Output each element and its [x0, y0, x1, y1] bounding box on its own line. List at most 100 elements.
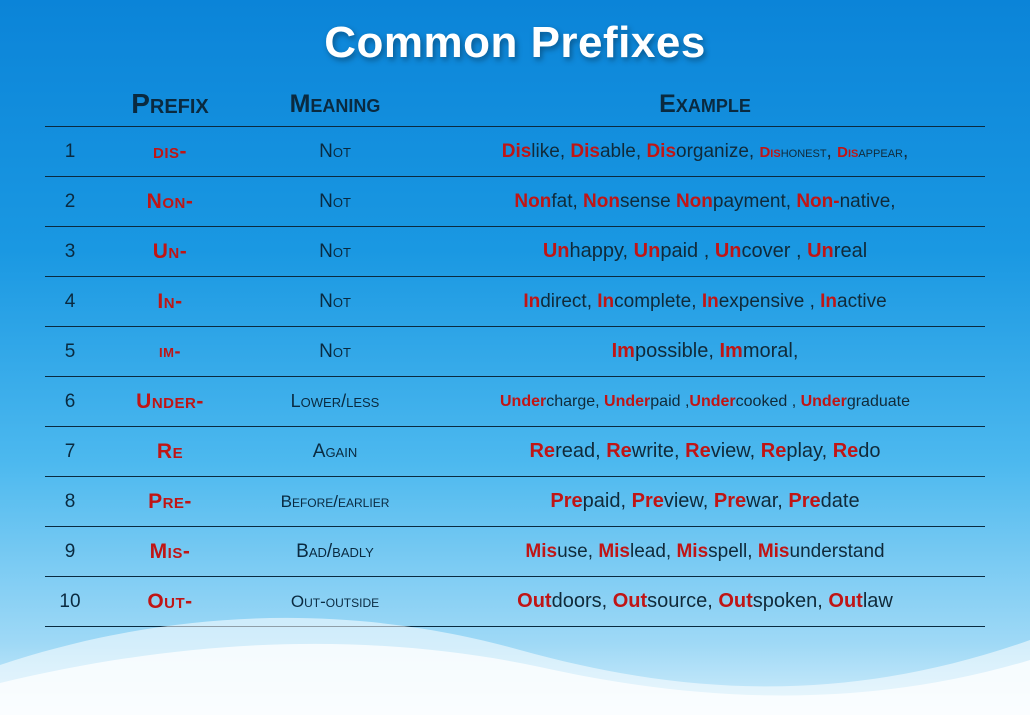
meaning-cell: Bad/badly	[245, 527, 425, 577]
example-root: real	[834, 240, 867, 262]
example-prefix: Out	[718, 590, 752, 612]
table-row: 9Mis-Bad/badlyMisuse, Mislead, Misspell,…	[45, 527, 985, 577]
row-number: 1	[45, 127, 95, 177]
example-prefix: Un	[543, 240, 570, 262]
example-root: understand	[790, 541, 885, 562]
example-prefix: Im	[719, 340, 742, 362]
example-prefix: Under	[689, 393, 735, 410]
example-cell: Dislike, Disable, Disorganize, Dishonest…	[425, 127, 985, 177]
example-root: war	[746, 490, 777, 512]
example-prefix: Out	[613, 590, 647, 612]
example-root: lead	[630, 541, 666, 562]
col-header-meaning: Meaning	[245, 82, 425, 127]
example-root: sense	[620, 191, 671, 212]
meaning-cell: Not	[245, 127, 425, 177]
example-cell: Outdoors, Outsource, Outspoken, Outlaw	[425, 577, 985, 627]
row-number: 2	[45, 177, 95, 227]
example-cell: Reread, Rewrite, Review, Replay, Redo	[425, 427, 985, 477]
example-prefix: Re	[529, 440, 555, 462]
example-root: direct	[540, 291, 586, 312]
row-number: 6	[45, 377, 95, 427]
example-prefix: Mis	[598, 541, 630, 562]
example-prefix: Im	[612, 340, 635, 362]
example-root: spell	[708, 541, 747, 562]
example-root: fat	[551, 191, 572, 212]
prefix-cell: Mis-	[95, 527, 245, 577]
example-prefix: Out	[828, 590, 862, 612]
row-number: 4	[45, 277, 95, 327]
table-row: 10Out-Out-outsideOutdoors, Outsource, Ou…	[45, 577, 985, 627]
example-prefix: Un	[807, 240, 834, 262]
example-root: write	[632, 440, 674, 462]
example-prefix: Dis	[759, 144, 780, 161]
example-root: do	[858, 440, 880, 462]
example-prefix: Re	[761, 440, 787, 462]
example-cell: Nonfat, Nonsense Nonpayment, Non-native,	[425, 177, 985, 227]
prefix-cell: Re	[95, 427, 245, 477]
example-prefix: Out	[517, 590, 551, 612]
example-prefix: Mis	[676, 541, 708, 562]
meaning-cell: Not	[245, 227, 425, 277]
example-root: play	[786, 440, 821, 462]
prefix-cell: In-	[95, 277, 245, 327]
table-row: 6Under-Lower/lessUndercharge, Underpaid …	[45, 377, 985, 427]
prefix-cell: im-	[95, 327, 245, 377]
row-number: 3	[45, 227, 95, 277]
example-cell: Prepaid, Preview, Prewar, Predate	[425, 477, 985, 527]
example-root: use	[557, 541, 588, 562]
example-prefix: Un	[715, 240, 742, 262]
example-prefix: Under	[604, 393, 650, 410]
row-number: 10	[45, 577, 95, 627]
example-root: organize	[676, 141, 749, 162]
prefix-cell: Non-	[95, 177, 245, 227]
example-prefix: Pre	[550, 490, 582, 512]
row-number: 5	[45, 327, 95, 377]
example-root: charge	[546, 393, 595, 410]
meaning-cell: Before/earlier	[245, 477, 425, 527]
example-cell: Unhappy, Unpaid , Uncover , Unreal	[425, 227, 985, 277]
col-header-number	[45, 82, 95, 127]
table-row: 2Non-NotNonfat, Nonsense Nonpayment, Non…	[45, 177, 985, 227]
example-prefix: Dis	[570, 141, 600, 162]
example-cell: Undercharge, Underpaid ,Undercooked , Un…	[425, 377, 985, 427]
meaning-cell: Not	[245, 327, 425, 377]
example-root: doors	[552, 590, 602, 612]
example-prefix: Dis	[646, 141, 676, 162]
example-root: paid	[583, 490, 621, 512]
example-prefix: In	[702, 291, 719, 312]
example-root: spoken	[753, 590, 818, 612]
example-root: payment	[713, 191, 786, 212]
example-prefix: Non-	[796, 191, 839, 212]
example-prefix: Pre	[632, 490, 664, 512]
example-root: cover	[742, 240, 796, 262]
example-prefix: Un	[634, 240, 661, 262]
example-prefix: Under	[500, 393, 546, 410]
example-cell: Indirect, Incomplete, Inexpensive , Inac…	[425, 277, 985, 327]
prefix-cell: Pre-	[95, 477, 245, 527]
example-root: native	[840, 191, 891, 212]
example-prefix: Under	[801, 393, 847, 410]
col-header-example: Example	[425, 82, 985, 127]
example-prefix: Dis	[502, 141, 532, 162]
example-root: like	[531, 141, 560, 162]
example-root: view	[664, 490, 703, 512]
example-cell: Misuse, Mislead, Misspell, Misunderstand	[425, 527, 985, 577]
example-root: active	[837, 291, 887, 312]
example-root: expensive	[719, 291, 810, 312]
table-row: 7ReAgainReread, Rewrite, Review, Replay,…	[45, 427, 985, 477]
example-prefix: Dis	[837, 144, 858, 161]
example-prefix: Mis	[758, 541, 790, 562]
example-prefix: Re	[685, 440, 711, 462]
example-prefix: In	[597, 291, 614, 312]
prefix-cell: dis-	[95, 127, 245, 177]
example-root: honest	[781, 144, 827, 161]
example-prefix: In	[523, 291, 540, 312]
example-prefix: Re	[606, 440, 632, 462]
example-root: law	[863, 590, 893, 612]
prefix-cell: Un-	[95, 227, 245, 277]
table-row: 4In-NotIndirect, Incomplete, Inexpensive…	[45, 277, 985, 327]
page-title: Common Prefixes	[45, 18, 985, 68]
example-root: cooked	[736, 393, 792, 410]
example-root: read	[555, 440, 595, 462]
prefix-cell: Out-	[95, 577, 245, 627]
